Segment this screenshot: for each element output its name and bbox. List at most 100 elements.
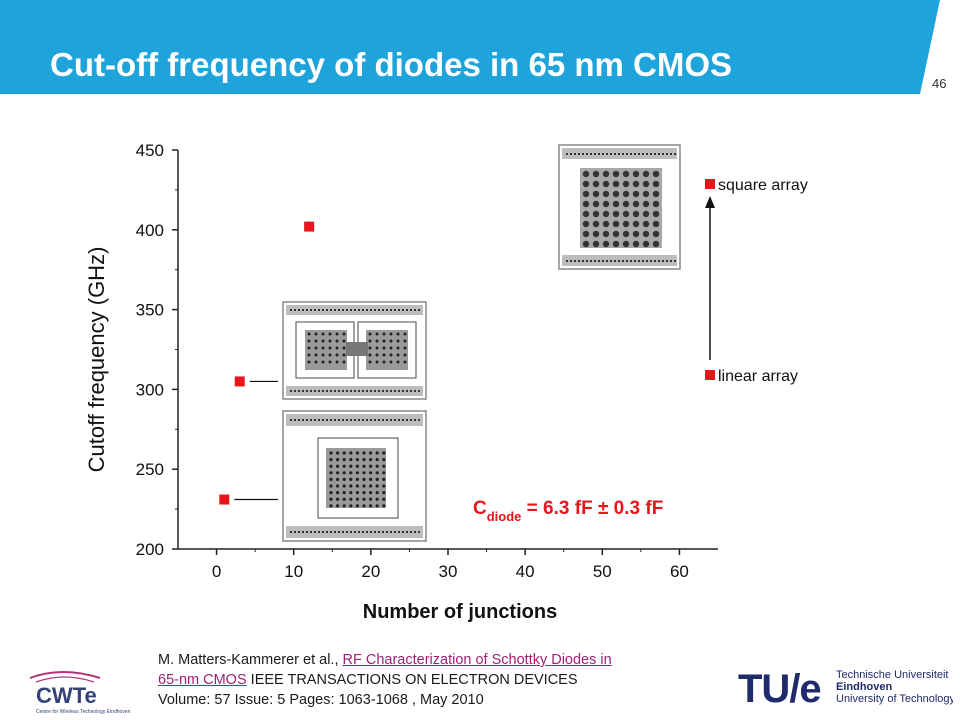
contact-strip bbox=[410, 309, 412, 311]
contact-dot bbox=[362, 471, 366, 475]
contact-strip bbox=[362, 419, 364, 421]
contact-strip bbox=[642, 260, 644, 262]
contact-strip bbox=[394, 531, 396, 533]
contact-dot bbox=[602, 200, 610, 208]
contact-dot bbox=[336, 484, 340, 488]
contact-strip bbox=[314, 390, 316, 392]
contact-strip bbox=[646, 153, 648, 155]
tue-wordmark: TU/e bbox=[738, 667, 821, 711]
contact-dot bbox=[396, 339, 400, 343]
contact-dot bbox=[307, 332, 311, 336]
contact-dot bbox=[349, 477, 353, 481]
contact-dot bbox=[328, 360, 332, 364]
contact-dot bbox=[355, 497, 359, 501]
contact-strip bbox=[382, 419, 384, 421]
contact-strip bbox=[330, 309, 332, 311]
contact-strip bbox=[390, 390, 392, 392]
contact-strip bbox=[330, 390, 332, 392]
contact-dot bbox=[314, 360, 318, 364]
contact-dot bbox=[652, 240, 660, 248]
contact-strip bbox=[294, 309, 296, 311]
contact-strip bbox=[350, 390, 352, 392]
contact-strip bbox=[374, 531, 376, 533]
citation-link-line1[interactable]: RF Characterization of Schottky Diodes i… bbox=[342, 652, 612, 668]
contact-dot bbox=[642, 230, 650, 238]
contact-strip bbox=[306, 390, 308, 392]
contact-strip bbox=[618, 260, 620, 262]
contact-strip bbox=[298, 390, 300, 392]
contact-strip bbox=[606, 153, 608, 155]
cutoff-frequency-chart: 200 250 300 350 400 450 0 10 20 30 40 50 60 Number of… bbox=[84, 141, 808, 623]
layout-inset-single-diode bbox=[282, 410, 427, 542]
contact-strip bbox=[414, 390, 416, 392]
contact-dot bbox=[349, 451, 353, 455]
contact-strip bbox=[414, 531, 416, 533]
contact-strip bbox=[598, 260, 600, 262]
contact-dot bbox=[622, 220, 630, 228]
contact-strip bbox=[378, 531, 380, 533]
contact-strip bbox=[642, 153, 644, 155]
contact-dot bbox=[328, 332, 332, 336]
contact-strip bbox=[298, 531, 300, 533]
contact-strip bbox=[622, 260, 624, 262]
contact-strip bbox=[362, 309, 364, 311]
contact-strip bbox=[326, 531, 328, 533]
contact-strip bbox=[374, 419, 376, 421]
contact-dot bbox=[342, 477, 346, 481]
contact-dot bbox=[612, 190, 620, 198]
contact-dot bbox=[396, 332, 400, 336]
x-tick-label: 40 bbox=[516, 562, 535, 581]
contact-strip bbox=[650, 153, 652, 155]
citation-journal: IEEE TRANSACTIONS ON ELECTRON DEVICES bbox=[246, 672, 578, 688]
contact-strip bbox=[646, 260, 648, 262]
layout-inset-linear-array bbox=[282, 301, 427, 400]
contact-dot bbox=[642, 200, 650, 208]
contact-dot bbox=[321, 332, 325, 336]
contact-strip bbox=[342, 309, 344, 311]
contact-dot bbox=[349, 484, 353, 488]
contact-dot bbox=[602, 170, 610, 178]
contact-strip bbox=[318, 531, 320, 533]
contact-strip bbox=[370, 309, 372, 311]
contact-dot bbox=[403, 353, 407, 357]
citation-details: Volume: 57 Issue: 5 Pages: 1063-1068 , M… bbox=[158, 692, 484, 708]
contact-dot bbox=[632, 220, 640, 228]
contact-dot bbox=[328, 353, 332, 357]
contact-strip bbox=[346, 309, 348, 311]
contact-dot bbox=[307, 339, 311, 343]
contact-strip bbox=[334, 531, 336, 533]
contact-dot bbox=[349, 464, 353, 468]
contact-strip bbox=[354, 309, 356, 311]
contact-dot bbox=[369, 471, 373, 475]
contact-dot bbox=[335, 360, 339, 364]
contact-strip bbox=[402, 390, 404, 392]
contact-dot bbox=[389, 339, 393, 343]
y-tick-label: 450 bbox=[136, 141, 164, 160]
contact-strip bbox=[566, 260, 568, 262]
contact-dot bbox=[369, 464, 373, 468]
contact-strip bbox=[394, 309, 396, 311]
contact-strip bbox=[350, 309, 352, 311]
contact-strip bbox=[294, 419, 296, 421]
contact-strip bbox=[410, 419, 412, 421]
citation-link-line2[interactable]: 65-nm CMOS bbox=[158, 672, 247, 688]
contact-strip bbox=[614, 260, 616, 262]
contact-dot bbox=[342, 339, 346, 343]
contact-strip bbox=[602, 153, 604, 155]
contact-strip bbox=[418, 419, 420, 421]
contact-dot bbox=[632, 180, 640, 188]
contact-dot bbox=[382, 471, 386, 475]
contact-strip bbox=[410, 531, 412, 533]
contact-dot bbox=[622, 200, 630, 208]
legend-marker-square-array bbox=[705, 179, 715, 189]
contact-strip bbox=[398, 390, 400, 392]
contact-dot bbox=[403, 346, 407, 350]
contact-strip bbox=[306, 419, 308, 421]
contact-strip bbox=[354, 419, 356, 421]
contact-dot bbox=[382, 491, 386, 495]
contact-strip bbox=[326, 419, 328, 421]
contact-strip bbox=[418, 531, 420, 533]
contact-strip bbox=[310, 390, 312, 392]
chart-axes: 200 250 300 350 400 450 0 10 20 30 40 50 60 Number of… bbox=[84, 141, 718, 623]
contact-dot bbox=[342, 464, 346, 468]
